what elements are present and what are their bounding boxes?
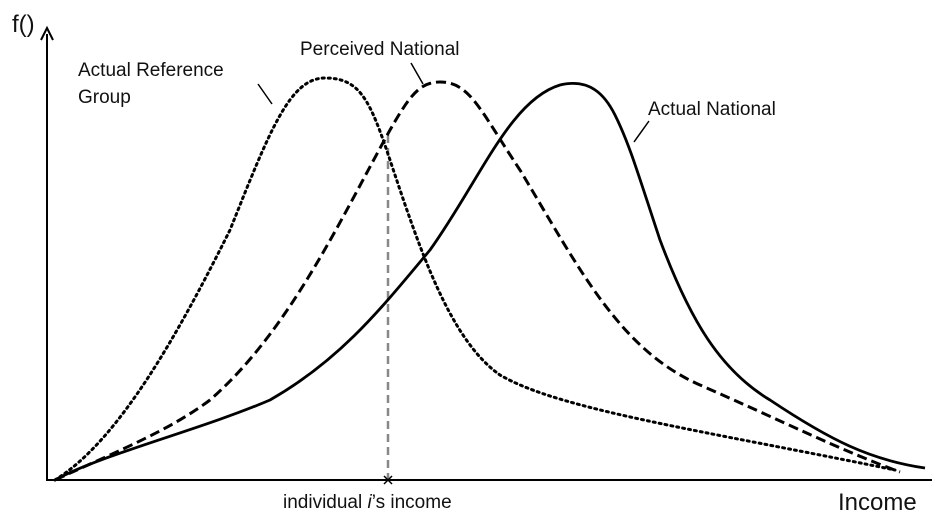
income-label-part: ’s income (372, 492, 452, 513)
income-marker-x (383, 475, 393, 485)
y-axis-label: f() (12, 11, 35, 38)
y-axis-arrow (40, 25, 54, 41)
perceived-leader (410, 62, 424, 85)
reference-label-line: Group (78, 87, 131, 108)
reference-curve (53, 76, 897, 482)
reference-label-line: Actual Reference (78, 60, 224, 81)
income-label-part: i (368, 492, 373, 513)
reference-label: Actual Reference Group (78, 60, 224, 108)
actual-label: Actual National (648, 99, 776, 120)
x-axis-label: Income (838, 489, 917, 516)
income-label-part: individual (283, 492, 368, 513)
perceived-label: Perceived National (300, 39, 459, 60)
reference-leader (257, 83, 273, 105)
actual-curve (54, 82, 926, 482)
perceived-curve (54, 80, 901, 482)
income-label: individual i’s income (283, 492, 452, 513)
actual-leader (633, 120, 650, 143)
